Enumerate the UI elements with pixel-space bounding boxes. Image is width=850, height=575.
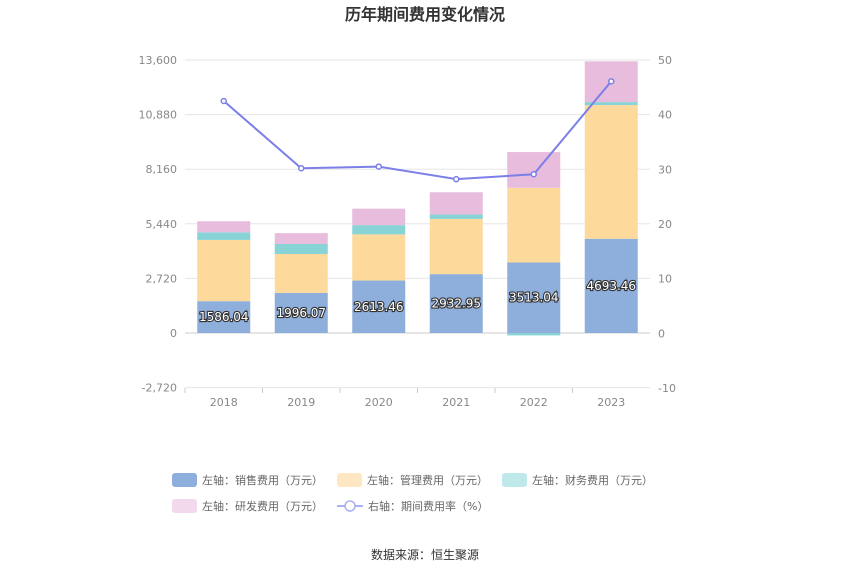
rate-point-2018 bbox=[220, 97, 227, 105]
legend-item-finance[interactable]: 左轴：财务费用（万元） bbox=[502, 472, 653, 488]
bar-admin-2020 bbox=[352, 234, 406, 281]
rate-line-path bbox=[223, 80, 613, 181]
left-tick-label: 8,160 bbox=[146, 163, 178, 176]
left-tick-label: 5,440 bbox=[146, 218, 178, 231]
left-tick-label: -2,720 bbox=[142, 382, 177, 395]
bar-value-labels: 1586.04 1996.07 2613.46 2932.95 3513.04 4693.… bbox=[198, 278, 637, 325]
bar-rd-2018 bbox=[197, 221, 251, 233]
data-source: 数据来源：恒生聚源 bbox=[370, 548, 479, 562]
rate-point-2021 bbox=[453, 175, 460, 183]
legend-label-rd: 左轴：研发费用（万元） bbox=[202, 500, 323, 513]
bar-admin-2019 bbox=[274, 253, 328, 293]
legend-line-icon bbox=[337, 500, 363, 512]
rate-line bbox=[220, 78, 615, 183]
bar-admin-2021 bbox=[429, 218, 483, 275]
legend-swatch-admin bbox=[337, 473, 362, 487]
legend-swatch-rd bbox=[172, 499, 197, 513]
legend-swatch-sales bbox=[172, 473, 197, 487]
bar-admin-2022 bbox=[507, 187, 561, 263]
x-tick-label: 2020 bbox=[365, 396, 393, 409]
rate-point-2023 bbox=[608, 78, 615, 85]
bar-sales-2018 bbox=[197, 301, 251, 333]
chart-title: 历年期间费用变化情况 bbox=[345, 5, 505, 24]
right-tick-label: 0 bbox=[658, 327, 665, 340]
x-tick-label: 2019 bbox=[287, 396, 315, 409]
right-tick-label: 50 bbox=[658, 54, 672, 67]
bar-sales-2023 bbox=[584, 238, 638, 333]
right-axis: -10 0 10 20 30 40 50 bbox=[658, 54, 676, 395]
left-tick-label: 10,880 bbox=[139, 109, 178, 122]
chart-canvas: 历年期间费用变化情况 -2,720 0 2,720 5,440 8,160 10,880 1… bbox=[139, 5, 676, 409]
legend: 左轴：销售费用（万元） 左轴：管理费用（万元） 左轴：财务费用（万元） 左轴：研… bbox=[172, 472, 692, 514]
bar-admin-2023 bbox=[584, 105, 638, 239]
right-tick-label: 30 bbox=[658, 163, 672, 176]
rate-point-2019 bbox=[298, 164, 305, 172]
right-tick-label: -10 bbox=[658, 382, 676, 395]
bar-value-label: 4693.46 bbox=[586, 279, 636, 293]
x-tick-label: 2023 bbox=[597, 396, 625, 409]
right-tick-label: 10 bbox=[658, 273, 672, 286]
legend-label-sales: 左轴：销售费用（万元） bbox=[202, 474, 323, 487]
bar-value-label: 2932.95 bbox=[431, 297, 481, 311]
legend-item-sales[interactable]: 左轴：销售费用（万元） bbox=[172, 472, 323, 488]
bar-rd-2021 bbox=[429, 192, 483, 215]
bar-finance-2020 bbox=[352, 225, 406, 235]
bar-finance-2021 bbox=[429, 214, 483, 219]
bar-value-label: 1586.04 bbox=[199, 310, 249, 324]
left-tick-label: 0 bbox=[170, 327, 177, 340]
rate-point-2022 bbox=[530, 171, 537, 178]
bar-value-label: 1996.07 bbox=[276, 306, 326, 320]
legend-item-rate[interactable]: 右轴：期间费用率（%） bbox=[337, 498, 488, 514]
bars bbox=[197, 61, 638, 336]
legend-item-rd[interactable]: 左轴：研发费用（万元） bbox=[172, 498, 323, 514]
bar-rd-2020 bbox=[352, 208, 406, 226]
legend-swatch-finance bbox=[502, 473, 527, 487]
bar-finance-2023 bbox=[584, 102, 638, 106]
right-tick-label: 40 bbox=[658, 109, 672, 122]
x-tick-label: 2018 bbox=[210, 396, 238, 409]
bar-value-label: 3513.04 bbox=[509, 291, 559, 305]
rate-point-2020 bbox=[375, 163, 382, 170]
left-tick-label: 13,600 bbox=[139, 54, 178, 67]
x-tick-label: 2022 bbox=[520, 396, 548, 409]
bar-sales-2021 bbox=[429, 274, 483, 333]
bar-sales-2022 bbox=[507, 262, 561, 333]
bar-finance-2022 bbox=[507, 333, 561, 336]
bar-finance-2019 bbox=[274, 243, 328, 254]
bar-admin-2018 bbox=[197, 239, 251, 302]
legend-label-rate: 右轴：期间费用率（%） bbox=[368, 500, 489, 513]
grid-lines bbox=[185, 59, 650, 389]
bar-sales-2019 bbox=[274, 292, 328, 333]
bar-rd-2022 bbox=[507, 152, 561, 188]
bar-rd-2019 bbox=[274, 233, 328, 244]
x-tick-label: 2021 bbox=[442, 396, 470, 409]
bar-sales-2020 bbox=[352, 280, 406, 333]
right-tick-label: 20 bbox=[658, 218, 672, 231]
bar-finance-2018 bbox=[197, 232, 251, 240]
legend-label-admin: 左轴：管理费用（万元） bbox=[367, 474, 488, 487]
bar-value-label: 2613.46 bbox=[354, 300, 404, 314]
x-axis: 2018 2019 2020 2021 2022 2023 bbox=[184, 388, 625, 409]
left-axis: -2,720 0 2,720 5,440 8,160 10,880 13,600 bbox=[139, 54, 178, 395]
left-tick-label: 2,720 bbox=[146, 272, 178, 285]
legend-label-finance: 左轴：财务费用（万元） bbox=[532, 474, 653, 487]
legend-item-admin[interactable]: 左轴：管理费用（万元） bbox=[337, 472, 488, 488]
